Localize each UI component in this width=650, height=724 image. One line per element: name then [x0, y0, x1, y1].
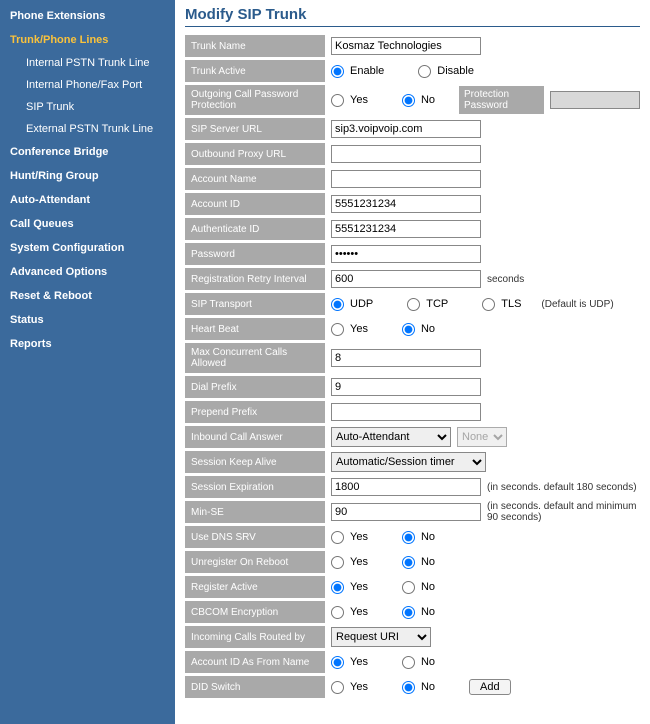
- radio-outpw-no[interactable]: [402, 94, 415, 107]
- label-from-name: Account ID As From Name: [185, 651, 325, 673]
- label-routed: Incoming Calls Routed by: [185, 626, 325, 648]
- label-keepalive: Session Keep Alive: [185, 451, 325, 473]
- nav-conference-bridge[interactable]: Conference Bridge: [0, 140, 175, 164]
- nav-internal-phone-fax[interactable]: Internal Phone/Fax Port: [0, 74, 175, 96]
- text-no: No: [421, 94, 435, 106]
- label-inbound: Inbound Call Answer: [185, 426, 325, 448]
- add-button[interactable]: Add: [469, 679, 511, 695]
- input-max-calls[interactable]: [331, 349, 481, 367]
- radio-outpw-yes[interactable]: [331, 94, 344, 107]
- main-content: Modify SIP Trunk Trunk Name Trunk Active…: [175, 0, 650, 724]
- note-min-se: (in seconds. default and minimum 90 seco…: [487, 501, 640, 523]
- nav-advanced-options[interactable]: Advanced Options: [0, 260, 175, 284]
- radio-udp[interactable]: [331, 298, 344, 311]
- text-tls: TLS: [501, 298, 521, 310]
- note-sess-exp: (in seconds. default 180 seconds): [487, 482, 637, 493]
- label-proxy: Outbound Proxy URL: [185, 143, 325, 165]
- input-sess-exp[interactable]: [331, 478, 481, 496]
- input-acct-id[interactable]: [331, 195, 481, 213]
- label-protection-password: Protection Password: [459, 86, 544, 114]
- select-routed[interactable]: Request URI: [331, 627, 431, 647]
- text-default-udp: (Default is UDP): [541, 299, 613, 310]
- label-auth-id: Authenticate ID: [185, 218, 325, 240]
- label-unreg: Unregister On Reboot: [185, 551, 325, 573]
- text-disable: Disable: [437, 65, 474, 77]
- radio-reg-no[interactable]: [402, 581, 415, 594]
- nav-reports[interactable]: Reports: [0, 332, 175, 356]
- label-dns-srv: Use DNS SRV: [185, 526, 325, 548]
- nav-status[interactable]: Status: [0, 308, 175, 332]
- label-reg-retry: Registration Retry Interval: [185, 268, 325, 290]
- radio-hb-yes[interactable]: [331, 323, 344, 336]
- select-none: None: [457, 427, 507, 447]
- text-seconds: seconds: [487, 274, 524, 285]
- radio-tcp[interactable]: [407, 298, 420, 311]
- label-sess-exp: Session Expiration: [185, 476, 325, 498]
- radio-unreg-yes[interactable]: [331, 556, 344, 569]
- input-reg-retry[interactable]: [331, 270, 481, 288]
- radio-unreg-no[interactable]: [402, 556, 415, 569]
- radio-dns-no[interactable]: [402, 531, 415, 544]
- label-cbcom: CBCOM Encryption: [185, 601, 325, 623]
- text-yes: Yes: [350, 94, 368, 106]
- input-sip-url[interactable]: [331, 120, 481, 138]
- label-dial-prefix: Dial Prefix: [185, 376, 325, 398]
- radio-dns-yes[interactable]: [331, 531, 344, 544]
- radio-cbcom-yes[interactable]: [331, 606, 344, 619]
- input-password[interactable]: [331, 245, 481, 263]
- nav-auto-attendant[interactable]: Auto-Attendant: [0, 188, 175, 212]
- page-title: Modify SIP Trunk: [185, 6, 640, 27]
- radio-did-no[interactable]: [402, 681, 415, 694]
- nav-sip-trunk[interactable]: SIP Trunk: [0, 96, 175, 118]
- label-acct-id: Account ID: [185, 193, 325, 215]
- nav-internal-pstn[interactable]: Internal PSTN Trunk Line: [0, 52, 175, 74]
- label-prepend: Prepend Prefix: [185, 401, 325, 423]
- text-enable: Enable: [350, 65, 384, 77]
- label-min-se: Min-SE: [185, 501, 325, 523]
- label-password: Password: [185, 243, 325, 265]
- radio-did-yes[interactable]: [331, 681, 344, 694]
- input-auth-id[interactable]: [331, 220, 481, 238]
- text-tcp: TCP: [426, 298, 448, 310]
- nav-call-queues[interactable]: Call Queues: [0, 212, 175, 236]
- nav-reset-reboot[interactable]: Reset & Reboot: [0, 284, 175, 308]
- label-acct-name: Account Name: [185, 168, 325, 190]
- input-acct-name[interactable]: [331, 170, 481, 188]
- nav-phone-extensions[interactable]: Phone Extensions: [0, 4, 175, 28]
- nav-trunk-phone-lines[interactable]: Trunk/Phone Lines: [0, 28, 175, 52]
- text-udp: UDP: [350, 298, 373, 310]
- input-proxy[interactable]: [331, 145, 481, 163]
- radio-enable[interactable]: [331, 65, 344, 78]
- label-did-switch: DID Switch: [185, 676, 325, 698]
- input-trunk-name[interactable]: [331, 37, 481, 55]
- radio-disable[interactable]: [418, 65, 431, 78]
- sidebar: Phone Extensions Trunk/Phone Lines Inter…: [0, 0, 175, 724]
- nav-hunt-ring[interactable]: Hunt/Ring Group: [0, 164, 175, 188]
- radio-reg-yes[interactable]: [331, 581, 344, 594]
- label-heartbeat: Heart Beat: [185, 318, 325, 340]
- radio-from-yes[interactable]: [331, 656, 344, 669]
- label-reg-active: Register Active: [185, 576, 325, 598]
- radio-cbcom-no[interactable]: [402, 606, 415, 619]
- radio-from-no[interactable]: [402, 656, 415, 669]
- label-max-calls: Max Concurrent Calls Allowed: [185, 343, 325, 373]
- radio-hb-no[interactable]: [402, 323, 415, 336]
- label-trunk-active: Trunk Active: [185, 60, 325, 82]
- nav-system-config[interactable]: System Configuration: [0, 236, 175, 260]
- input-prepend[interactable]: [331, 403, 481, 421]
- label-trunk-name: Trunk Name: [185, 35, 325, 57]
- radio-tls[interactable]: [482, 298, 495, 311]
- select-keepalive[interactable]: Automatic/Session timer: [331, 452, 486, 472]
- label-sip-url: SIP Server URL: [185, 118, 325, 140]
- input-min-se[interactable]: [331, 503, 481, 521]
- nav-external-pstn[interactable]: External PSTN Trunk Line: [0, 118, 175, 140]
- label-out-pw: Outgoing Call Password Protection: [185, 85, 325, 115]
- input-protection-password[interactable]: [550, 91, 640, 109]
- select-inbound[interactable]: Auto-Attendant: [331, 427, 451, 447]
- label-sip-transport: SIP Transport: [185, 293, 325, 315]
- input-dial-prefix[interactable]: [331, 378, 481, 396]
